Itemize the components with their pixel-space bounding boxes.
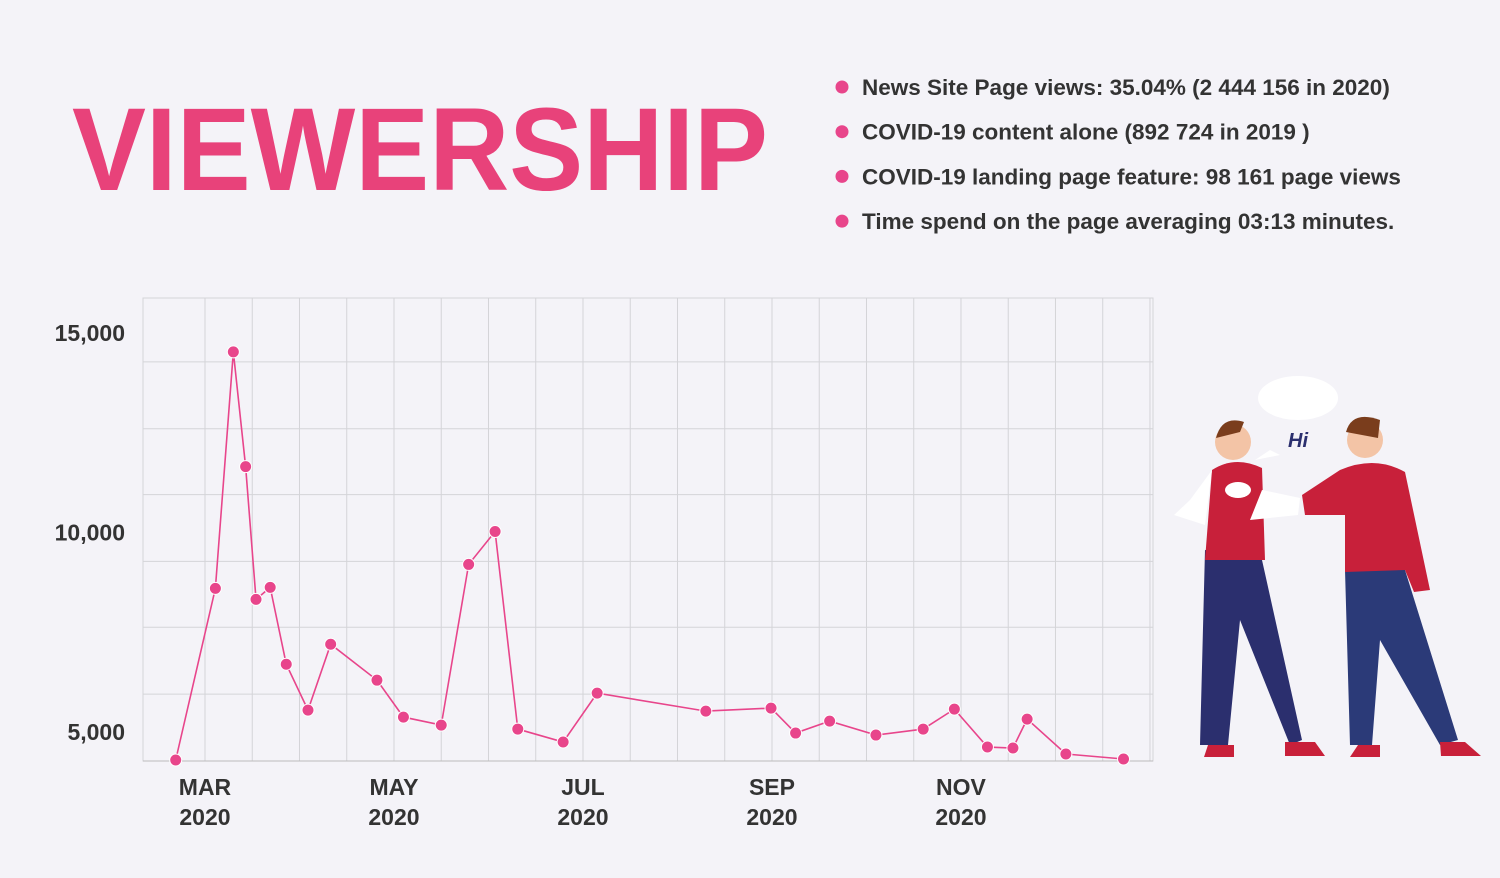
x-tick-label: SEP 2020 (746, 774, 798, 830)
x-tick-label: MAY 2020 (368, 774, 420, 830)
data-point (239, 460, 253, 474)
data-point (462, 557, 476, 571)
data-point (370, 673, 384, 687)
x-tick-label: MAR 2020 (178, 774, 232, 830)
data-point (1020, 712, 1034, 726)
plot-frame (142, 297, 1154, 762)
data-point (590, 686, 604, 700)
data-point (1059, 747, 1073, 761)
title: VIEWERSHIP (72, 84, 768, 216)
bullet-dot (835, 169, 849, 183)
data-point (789, 726, 803, 740)
data-point (226, 345, 240, 359)
data-point (396, 710, 410, 724)
y-tick-label: 5,000 (67, 719, 125, 745)
data-point (1006, 741, 1020, 755)
data-point (488, 524, 502, 538)
y-tick-label: 10,000 (55, 519, 125, 545)
data-line (174, 351, 1124, 761)
data-point (1117, 752, 1131, 766)
bullet-dot (835, 214, 849, 228)
bullet-text: COVID-19 content alone (892 724 in 2019 … (862, 120, 1310, 145)
data-point (511, 722, 525, 736)
bullet-text: News Site Page views: 35.04% (2 444 156 … (862, 75, 1390, 100)
data-point (916, 722, 930, 736)
data-point (947, 702, 961, 716)
data-point (263, 580, 277, 594)
data-point (556, 735, 570, 749)
data-point (699, 704, 713, 718)
x-tick-label: NOV 2020 (935, 774, 987, 830)
data-point (324, 637, 338, 651)
data-point (980, 740, 994, 754)
data-point (249, 592, 263, 606)
y-tick-label: 15,000 (55, 320, 125, 346)
x-tick-label: JUL 2020 (557, 774, 609, 830)
bullet-text: Time spend on the page averaging 03:13 m… (862, 209, 1394, 234)
data-point (434, 718, 448, 732)
data-point (869, 728, 883, 742)
data-point (823, 714, 837, 728)
bullet-text: COVID-19 landing page feature: 98 161 pa… (862, 164, 1401, 189)
data-point (208, 581, 222, 595)
data-point (301, 703, 315, 717)
data-point (169, 753, 183, 767)
speech-text: Hi (1288, 430, 1308, 452)
data-point (279, 657, 293, 671)
bullet-dot (835, 125, 849, 139)
bullet-dot (835, 80, 849, 94)
data-point (764, 701, 778, 715)
illustration (1174, 376, 1481, 757)
